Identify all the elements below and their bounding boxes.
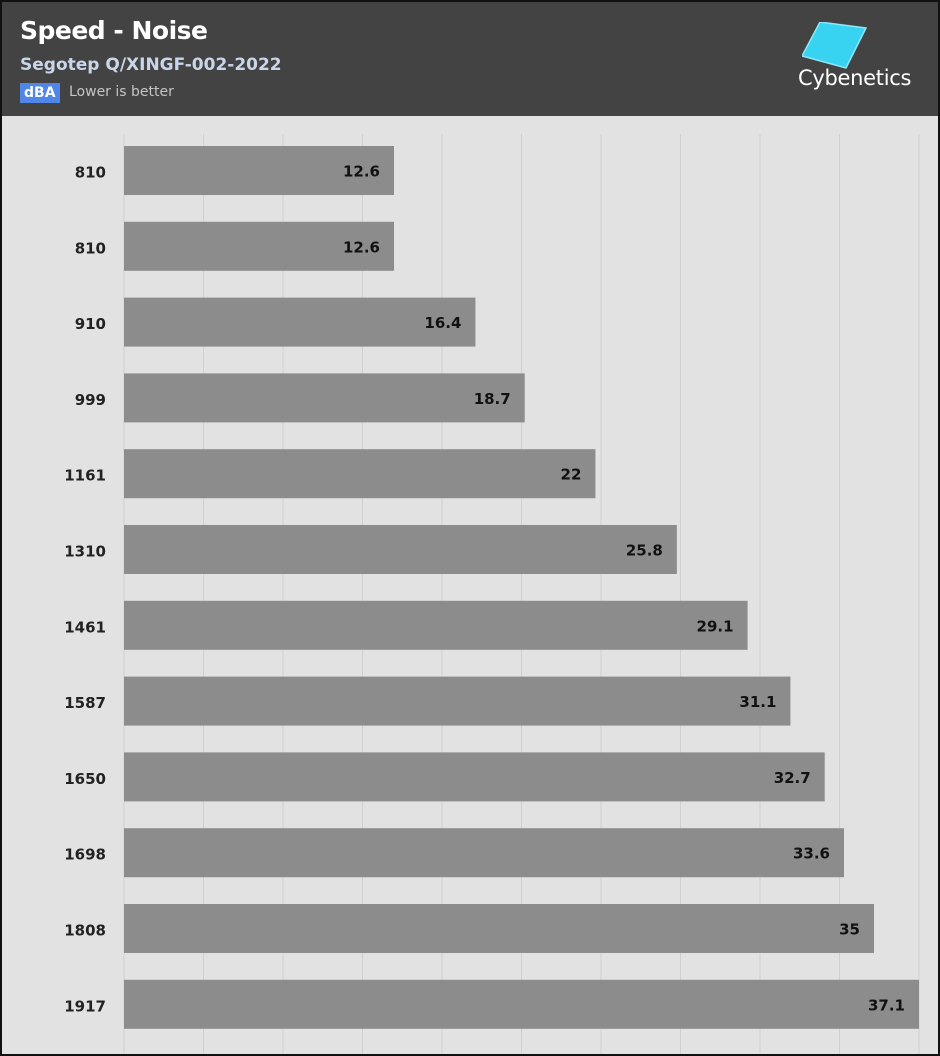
- bar-chart-plot: 12.6 12.6 16.4 18.7 22 25.8 29.1 31.1 32.7 33.6 35…: [64, 134, 920, 1054]
- bar-value-label: 12.6: [343, 163, 380, 181]
- bar-value-label: 35: [839, 921, 860, 939]
- chart-subtitle: Segotep Q/XINGF-002-2022: [20, 55, 282, 75]
- category-label: 1587: [64, 694, 106, 712]
- category-label: 810: [75, 239, 106, 257]
- category-label: 1650: [64, 770, 106, 788]
- bar: [124, 449, 596, 499]
- category-label: 1698: [64, 846, 106, 864]
- bar: [124, 904, 874, 953]
- category-labels: 810 810 910 999 1161 1310 1461 1587 1650 1698 1808…: [64, 164, 106, 1016]
- bars: 12.6 12.6 16.4 18.7 22 25.8 29.1 31.1 32.7 33.6 35…: [124, 146, 919, 1029]
- cybenetics-logo-text: Cybenetics: [798, 66, 912, 90]
- bar-value-label: 22: [561, 466, 582, 484]
- chart-header: Speed - Noise Segotep Q/XINGF-002-2022 d…: [2, 2, 938, 116]
- bar: [124, 525, 677, 574]
- bar: [124, 676, 791, 726]
- bar: [124, 752, 825, 802]
- category-label: 1917: [64, 997, 106, 1015]
- category-label: 810: [75, 164, 106, 182]
- bar: [124, 979, 919, 1029]
- category-label: 1161: [64, 467, 106, 485]
- bar-value-label: 16.4: [424, 314, 461, 332]
- lower-is-better-note: Lower is better: [69, 84, 174, 100]
- category-label: 999: [75, 391, 106, 409]
- bar: [124, 221, 394, 271]
- bar: [124, 297, 476, 347]
- bar: [124, 828, 844, 878]
- category-label: 1808: [64, 922, 106, 940]
- bar-value-label: 32.7: [774, 769, 811, 787]
- bar: [124, 373, 525, 423]
- category-label: 1461: [64, 618, 106, 636]
- bar-value-label: 37.1: [868, 996, 905, 1014]
- bar-value-label: 29.1: [697, 617, 734, 635]
- unit-badge: dBA: [20, 83, 60, 103]
- bar-value-label: 33.6: [793, 845, 830, 863]
- chart-title: Speed - Noise: [20, 16, 208, 45]
- bar: [124, 146, 394, 195]
- bar-value-label: 18.7: [474, 390, 511, 408]
- cybenetics-logo-icon: [802, 22, 868, 69]
- bar: [124, 600, 748, 650]
- bar-value-label: 25.8: [626, 542, 663, 560]
- bar-value-label: 31.1: [739, 693, 776, 711]
- category-label: 1310: [64, 543, 106, 561]
- bar-value-label: 12.6: [343, 238, 380, 256]
- category-label: 910: [75, 315, 106, 333]
